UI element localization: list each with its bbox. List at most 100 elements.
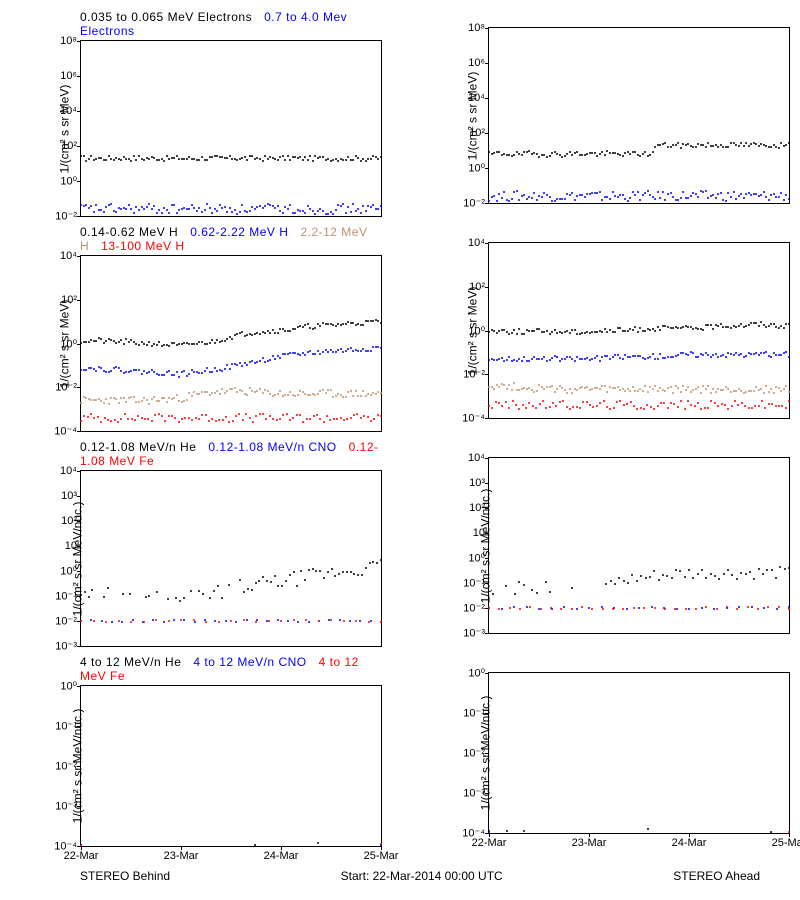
data-point: [153, 205, 155, 207]
data-point: [581, 194, 583, 196]
data-point: [730, 391, 732, 393]
data-point: [274, 394, 276, 396]
data-point: [554, 329, 556, 331]
data-point: [201, 372, 203, 374]
data-point: [128, 204, 130, 206]
data-point: [247, 588, 249, 590]
data-point: [365, 567, 367, 569]
plot-area: 1/(cm² s sr MeV)10⁻⁴10⁻²10⁰10²10⁴: [488, 242, 790, 419]
plot-area: 1/(cm² s sr MeV/nuc.)10⁻⁴10⁻³10⁻²10⁻¹10⁰…: [488, 672, 790, 834]
data-point: [692, 389, 694, 391]
data-point: [633, 405, 635, 407]
data-point: [764, 407, 766, 409]
data-point: [690, 391, 692, 393]
data-point: [209, 597, 211, 599]
data-point: [235, 621, 237, 623]
data-point: [143, 370, 145, 372]
data-point: [682, 385, 684, 387]
data-point: [218, 419, 220, 421]
data-point: [110, 397, 112, 399]
data-point: [672, 356, 674, 358]
data-point: [304, 156, 306, 158]
data-point: [155, 619, 157, 621]
data-point: [88, 596, 90, 598]
chart-panel: 1/(cm² s sr MeV)10⁻⁴10⁻²10⁰10²10⁴: [418, 225, 790, 432]
data-point: [702, 329, 704, 331]
data-point: [156, 344, 158, 346]
data-point: [712, 388, 714, 390]
data-point: [325, 159, 327, 161]
data-point: [168, 212, 170, 214]
data-point: [135, 206, 137, 208]
data-point: [130, 208, 132, 210]
data-point: [710, 400, 712, 402]
data-point: [151, 398, 153, 400]
data-point: [110, 370, 112, 372]
data-point: [779, 566, 781, 568]
data-point: [85, 369, 87, 371]
data-point: [528, 387, 530, 389]
data-point: [211, 212, 213, 214]
data-point: [153, 157, 155, 159]
data-point: [690, 195, 692, 197]
data-point: [513, 382, 515, 384]
data-point: [713, 608, 715, 610]
data-point: [174, 417, 176, 419]
data-point: [85, 397, 87, 399]
data-point: [687, 386, 689, 388]
data-point: [225, 620, 227, 622]
data-point: [274, 207, 276, 209]
data-point: [768, 199, 770, 201]
data-point: [679, 570, 681, 572]
data-point: [95, 340, 97, 342]
data-point: [372, 204, 374, 206]
data-point: [191, 419, 193, 421]
data-point: [345, 350, 347, 352]
data-point: [682, 352, 684, 354]
data-point: [503, 360, 505, 362]
data-point: [778, 196, 780, 198]
y-tick-label: 10⁻¹: [447, 707, 485, 720]
data-point: [667, 146, 669, 148]
data-point: [687, 400, 689, 402]
data-point: [690, 404, 692, 406]
legend-item: 0.12-1.08 MeV/n He: [80, 440, 196, 454]
data-point: [246, 364, 248, 366]
data-point: [760, 143, 762, 145]
data-point: [488, 151, 490, 153]
data-point: [616, 401, 618, 403]
data-point: [778, 606, 780, 608]
legend: [488, 225, 790, 240]
data-point: [267, 158, 269, 160]
data-point: [677, 327, 679, 329]
y-tick-label: 10⁰: [447, 552, 485, 565]
data-point: [743, 197, 745, 199]
data-point: [347, 321, 349, 323]
data-point: [211, 392, 213, 394]
data-point: [501, 608, 503, 610]
data-point: [588, 607, 590, 609]
data-point: [201, 156, 203, 158]
data-point: [121, 621, 123, 623]
data-point: [95, 399, 97, 401]
data-point: [127, 418, 129, 420]
data-point: [705, 190, 707, 192]
data-point: [603, 400, 605, 402]
data-point: [771, 403, 773, 405]
data-point: [217, 585, 219, 587]
data-point: [293, 619, 295, 621]
data-point: [307, 323, 309, 325]
data-point: [350, 390, 352, 392]
data-point: [91, 589, 93, 591]
data-point: [503, 329, 505, 331]
data-point: [219, 204, 221, 206]
data-point: [614, 152, 616, 154]
data-point: [361, 574, 363, 576]
data-point: [287, 620, 289, 622]
data-point: [347, 348, 349, 350]
data-point: [204, 209, 206, 211]
data-point: [255, 621, 257, 623]
data-point: [546, 194, 548, 196]
data-point: [632, 191, 634, 193]
data-point: [105, 398, 107, 400]
